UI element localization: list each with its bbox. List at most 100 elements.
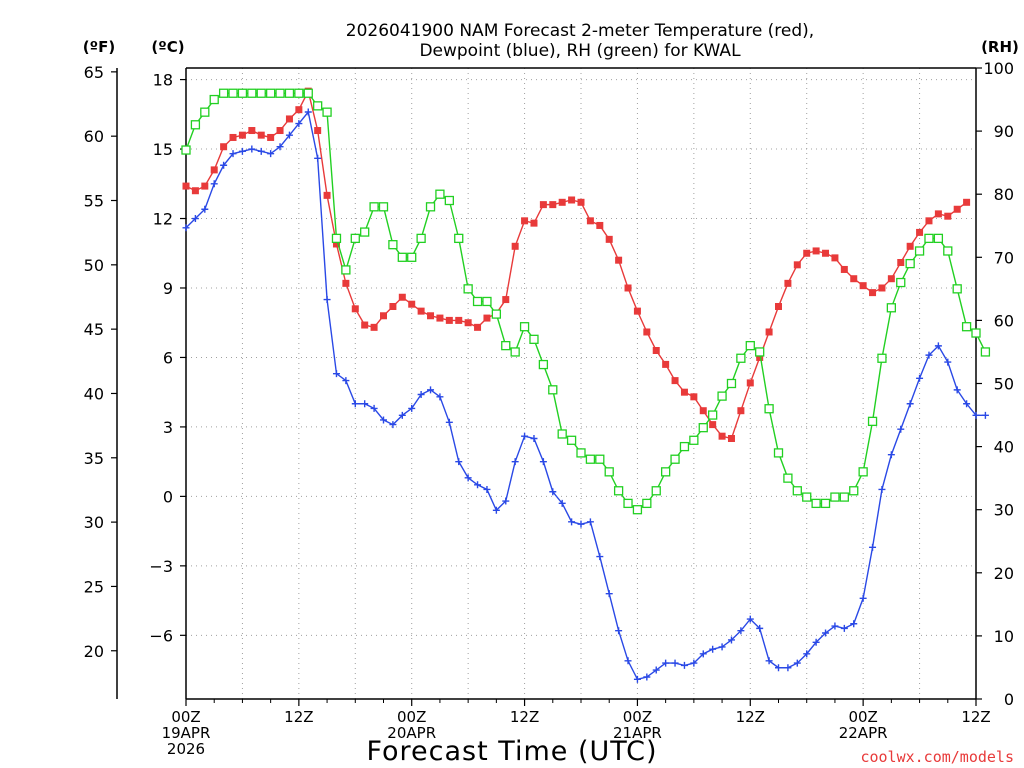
rh-point	[830, 492, 840, 502]
dewpoint-point	[511, 458, 519, 466]
series-dewpoint	[182, 108, 989, 683]
temperature-point	[342, 279, 350, 287]
fahrenheit-tick-label: 25	[84, 577, 104, 596]
temperature-point	[652, 347, 660, 355]
title-line-2: Dewpoint (blue), RH (green) for KWAL	[419, 41, 741, 61]
dewpoint-point	[972, 411, 980, 419]
temperature-point	[332, 240, 340, 248]
temperature-point	[398, 293, 406, 301]
temperature-point	[869, 289, 877, 297]
fahrenheit-tick-label: 60	[84, 127, 104, 146]
series-rh	[181, 88, 991, 515]
temperature-point	[229, 133, 237, 141]
dewpoint-point	[840, 624, 848, 632]
rh-point	[322, 107, 332, 117]
rh-point	[566, 435, 577, 445]
dewpoint-point	[586, 518, 594, 526]
rh-point	[689, 435, 699, 445]
series-line-dewpoint	[185, 110, 986, 681]
dewpoint-point	[464, 474, 472, 482]
temperature-point	[389, 303, 397, 311]
temperature-point	[775, 303, 782, 311]
rh-point	[529, 334, 539, 344]
rh-point	[407, 252, 417, 262]
dewpoint-point	[690, 659, 698, 667]
temperature-point	[709, 421, 717, 429]
dewpoint-point	[596, 553, 604, 561]
temperature-point	[944, 212, 952, 220]
rh-point	[792, 486, 802, 496]
x-tick-label: 12Z	[961, 708, 990, 726]
fahrenheit-tick-label: 40	[84, 384, 104, 403]
rh-point	[576, 448, 586, 458]
temperature-point	[934, 210, 942, 218]
rh-point	[924, 233, 934, 244]
dewpoint-point	[276, 143, 284, 151]
celsius-tick-label: 15	[153, 140, 173, 159]
grid-lines	[186, 68, 976, 699]
temperature-point	[624, 284, 632, 292]
rh-tick-label: 20	[994, 564, 1014, 583]
rh-point	[284, 88, 295, 98]
dewpoint-point	[521, 432, 529, 440]
rh-point	[877, 353, 887, 363]
dewpoint-point	[492, 506, 500, 514]
celsius-tick-label: 0	[163, 487, 173, 506]
temperature-point	[859, 282, 867, 290]
rh-point	[623, 498, 633, 509]
dewpoint-point	[445, 418, 453, 426]
rh-point	[341, 265, 351, 275]
temperature-point	[220, 143, 228, 151]
rh-point	[200, 107, 210, 117]
fahrenheit-tick-label: 45	[84, 320, 104, 339]
x-tick-label: 00Z	[848, 708, 877, 726]
dewpoint-point	[756, 624, 764, 632]
dewpoint-point	[257, 147, 265, 155]
temperature-point	[643, 328, 651, 336]
dewpoint-point	[831, 622, 839, 630]
dewpoint-point	[248, 145, 256, 153]
temperature-point	[568, 196, 576, 204]
rh-point	[425, 202, 436, 212]
temperature-point	[737, 407, 745, 415]
temperature-point	[483, 314, 491, 322]
dewpoint-point	[351, 400, 359, 408]
rh-point	[482, 296, 492, 307]
dewpoint-point	[380, 416, 387, 424]
temperature-point	[511, 242, 519, 250]
data-series	[181, 87, 991, 683]
rh-point	[961, 322, 972, 332]
rh-tick-label: 50	[994, 375, 1014, 394]
rh-point	[350, 233, 360, 244]
dewpoint-point	[953, 386, 961, 394]
rh-point	[717, 391, 727, 401]
dewpoint-point	[718, 643, 726, 651]
rh-point	[548, 385, 558, 395]
dewpoint-point	[332, 370, 340, 378]
dewpoint-point	[577, 520, 585, 528]
rh-point	[642, 498, 652, 509]
temperature-point	[577, 198, 585, 206]
rh-point	[783, 473, 793, 483]
temperature-point	[549, 201, 557, 209]
temperature-point	[897, 259, 905, 267]
x-tick-label: 00Z	[397, 708, 426, 726]
temperature-point	[727, 434, 735, 442]
temperature-point	[436, 314, 444, 322]
rh-tick-label: 10	[994, 627, 1014, 646]
dewpoint-point	[869, 543, 877, 551]
temperature-point	[530, 219, 538, 227]
rh-tick-label: 60	[994, 311, 1014, 330]
rh-tick-label: 100	[983, 59, 1014, 78]
temperature-point	[323, 191, 331, 199]
temperature-point	[539, 201, 547, 209]
dewpoint-point	[220, 161, 228, 169]
x-tick-label: 12Z	[510, 708, 539, 726]
rh-tick-label: 30	[994, 501, 1014, 520]
dewpoint-point	[210, 180, 218, 188]
x-tick-label: 19APR	[162, 724, 211, 742]
dewpoint-point	[304, 108, 312, 116]
dewpoint-point	[323, 296, 331, 304]
rh-point	[444, 195, 454, 206]
